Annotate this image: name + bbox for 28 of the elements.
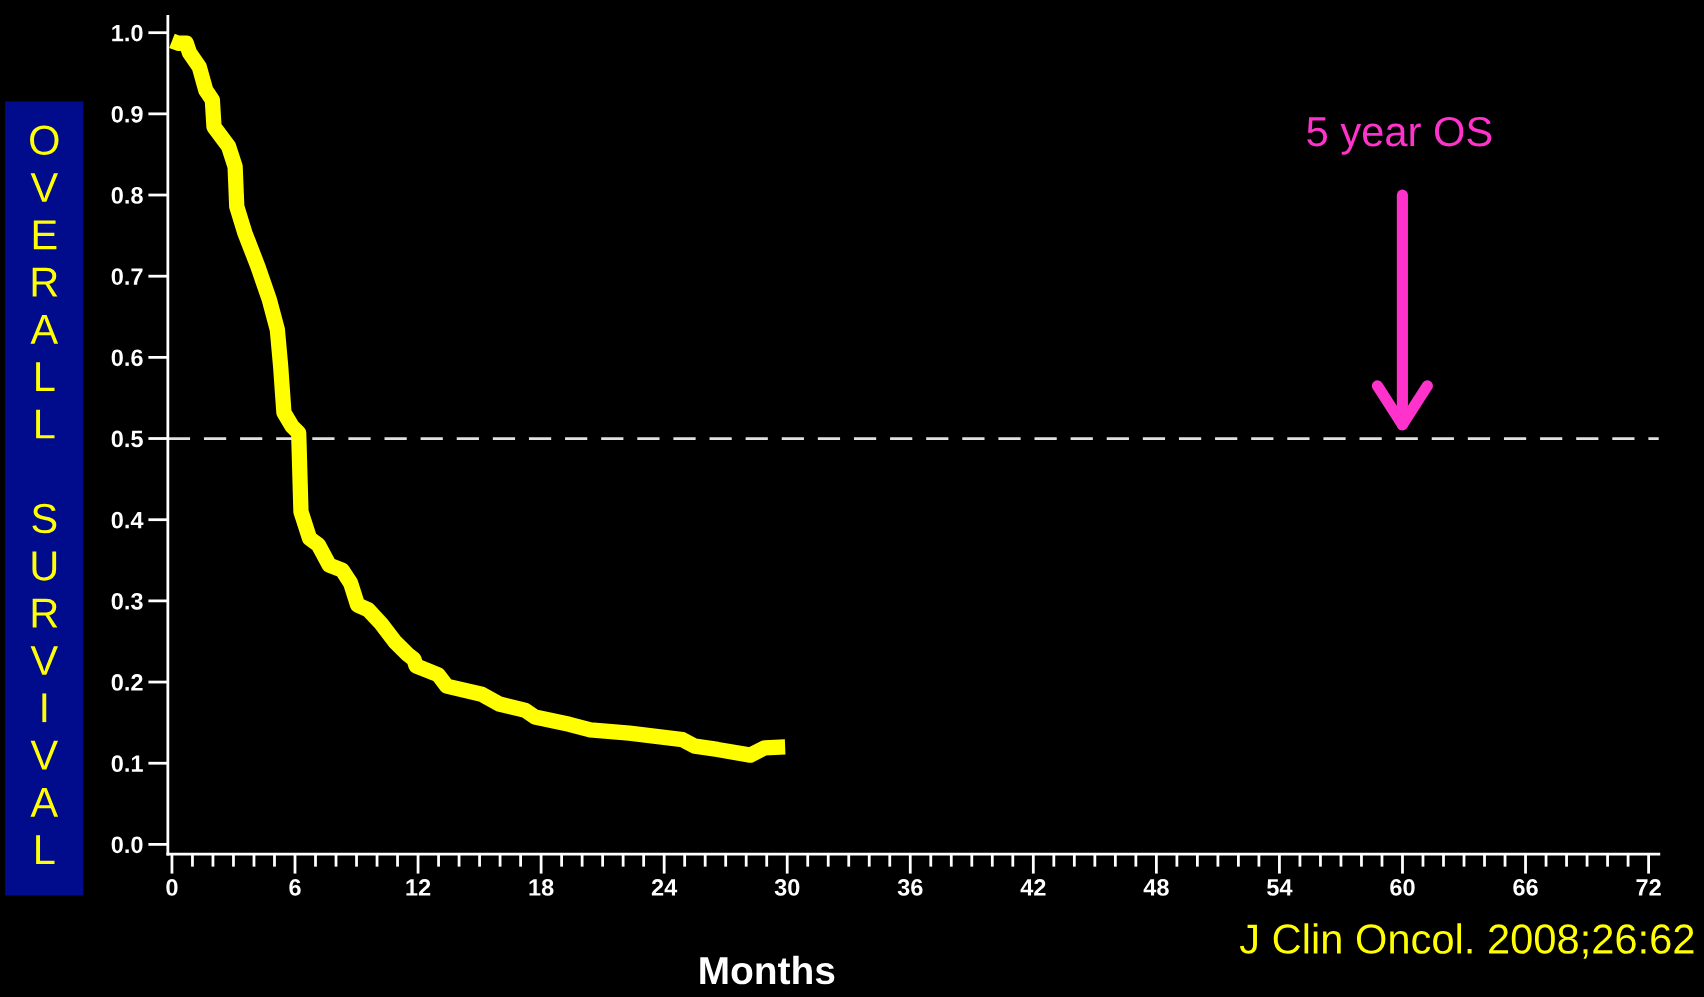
y-tick-label: 0.5 — [111, 430, 143, 448]
y-tick-label: 0.4 — [111, 511, 144, 529]
x-tick-label: 0 — [166, 879, 178, 896]
text: J Clin Oncol. 2008;26:62 — [1239, 923, 1694, 959]
x-tick-label: 60 — [1390, 879, 1415, 896]
y-tick-label: 0.6 — [111, 349, 143, 367]
x-tick-label: 6 — [289, 879, 301, 896]
x-axis-title: Months — [700, 955, 835, 985]
annotation: 5 year OS — [1307, 116, 1492, 155]
x-tick-label: 72 — [1636, 879, 1661, 896]
y-tick-label: 0.9 — [111, 105, 143, 123]
x-tick-label: 66 — [1513, 879, 1538, 896]
y-tick-label: 0.0 — [111, 836, 143, 854]
x-tick-label: 48 — [1143, 879, 1169, 896]
x-tick-label: 36 — [897, 879, 923, 896]
y-tick-label: 0.1 — [111, 755, 143, 773]
x-tick-label: 24 — [651, 879, 678, 896]
x-tick-label: 18 — [529, 879, 554, 896]
x-tick-label: 54 — [1267, 879, 1293, 896]
y-tick-label: 1.0 — [112, 24, 143, 42]
text: OVERALL SURVIVAL — [30, 125, 59, 864]
x-tick-label: 30 — [774, 879, 800, 896]
y-tick-label: 0.3 — [111, 592, 143, 610]
y-tick-label: 0.8 — [111, 187, 143, 204]
y-tick-label: 0.7 — [111, 268, 143, 285]
y-tick-label: 0.2 — [111, 674, 143, 691]
x-tick-label: 42 — [1020, 879, 1046, 896]
x-tick-label: 12 — [406, 879, 431, 896]
